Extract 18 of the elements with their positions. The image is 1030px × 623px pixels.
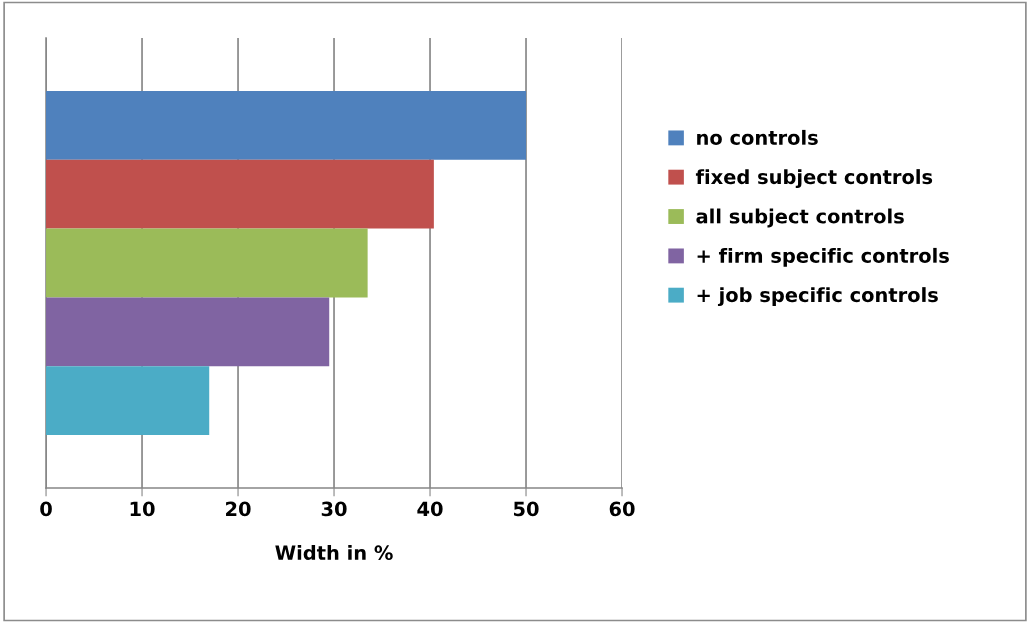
x-tick-label: 10 xyxy=(130,501,155,517)
bar xyxy=(46,297,330,367)
x-tick-label: 30 xyxy=(321,501,347,517)
x-axis-title: Width in % xyxy=(275,545,393,561)
x-tick-label: 40 xyxy=(417,501,443,517)
legend-label: all subject controls xyxy=(696,208,904,228)
x-tick-label: 50 xyxy=(513,501,539,517)
legend-label: fixed subject controls xyxy=(695,169,933,189)
bar xyxy=(46,159,434,229)
x-tick-label: 0 xyxy=(40,501,52,517)
legend-label: + firm specific controls xyxy=(697,247,949,267)
bar xyxy=(46,228,368,298)
bar xyxy=(46,91,527,160)
x-tick-label: 60 xyxy=(609,501,635,517)
x-tick-label: 20 xyxy=(226,501,251,517)
bar xyxy=(46,366,210,435)
legend-label: + job specific controls xyxy=(697,287,938,307)
legend-label: no controls xyxy=(697,129,818,145)
